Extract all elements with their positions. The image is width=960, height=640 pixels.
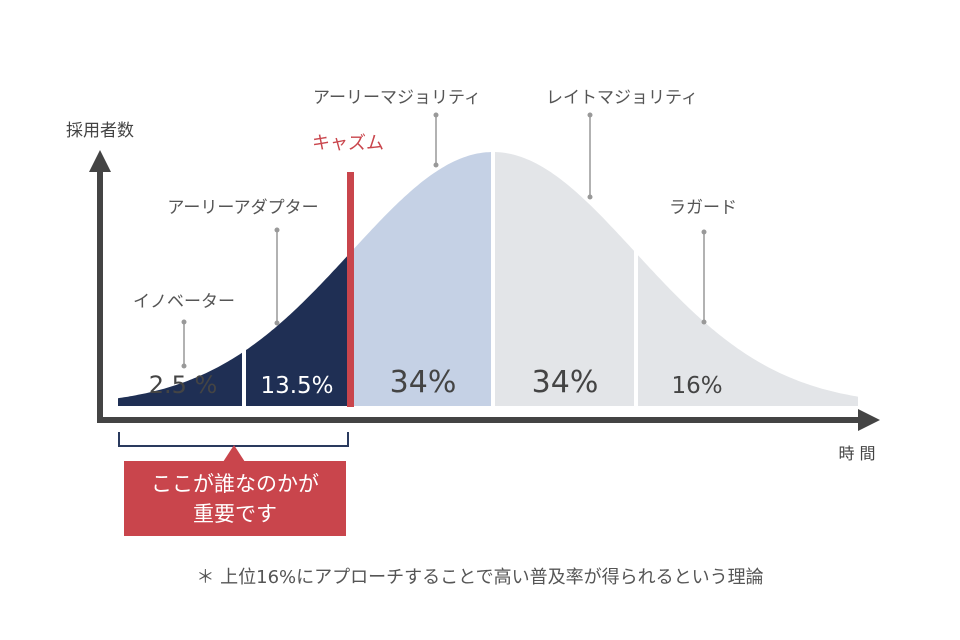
- leader-dot: [433, 112, 439, 118]
- leader-dot: [274, 320, 280, 326]
- callout-line-2: 重要です: [193, 501, 277, 526]
- percent-label-early-majority: 34%: [390, 365, 457, 400]
- leader-dot: [701, 319, 707, 325]
- footnote: ＊ 上位16%にアプローチすることで高い普及率が得られるという理論: [196, 567, 764, 588]
- x-axis-arrow-icon: [858, 409, 880, 431]
- curve-areas: [118, 152, 858, 406]
- x-axis-label: 時 間: [838, 444, 875, 463]
- callout-line-1: ここが誰なのかが: [151, 471, 319, 496]
- area-late-majority: [495, 152, 634, 406]
- leader-dot: [587, 112, 593, 118]
- area-innovators: [118, 352, 242, 406]
- target-bracket: [118, 432, 349, 447]
- leader-dot: [274, 227, 280, 233]
- y-axis-label: 採用者数: [66, 121, 134, 141]
- chasm-label: キャズム: [312, 133, 384, 154]
- percent-label-early-adopters: 13.5%: [260, 373, 333, 399]
- segment-name-innovators: イノベーター: [133, 292, 235, 312]
- segment-name-early-adopters: アーリーアダプター: [167, 198, 318, 218]
- leader-dot: [181, 363, 187, 369]
- callout-box: ここが誰なのかが 重要です: [124, 461, 346, 536]
- leader-dot: [433, 162, 439, 168]
- segment-name-laggards: ラガード: [669, 198, 737, 218]
- leader-dot: [181, 319, 187, 325]
- percent-label-late-majority: 34%: [532, 365, 599, 400]
- area-early-adopters: [246, 253, 350, 406]
- percent-label-laggards: 16%: [671, 373, 722, 399]
- leader-lines: [181, 112, 707, 369]
- area-early-majority: [350, 152, 491, 406]
- percent-label-innovators: 2.5 %: [149, 371, 218, 399]
- leader-dot: [587, 194, 593, 200]
- chasm-line: [347, 172, 354, 407]
- area-laggards: [638, 255, 858, 406]
- leader-dot: [701, 229, 707, 235]
- segment-name-early-majority: アーリーマジョリティ: [313, 88, 481, 108]
- y-axis-arrow-icon: [89, 150, 111, 172]
- callout-pointer: [223, 445, 245, 462]
- segment-name-late-majority: レイトマジョリティ: [546, 88, 698, 108]
